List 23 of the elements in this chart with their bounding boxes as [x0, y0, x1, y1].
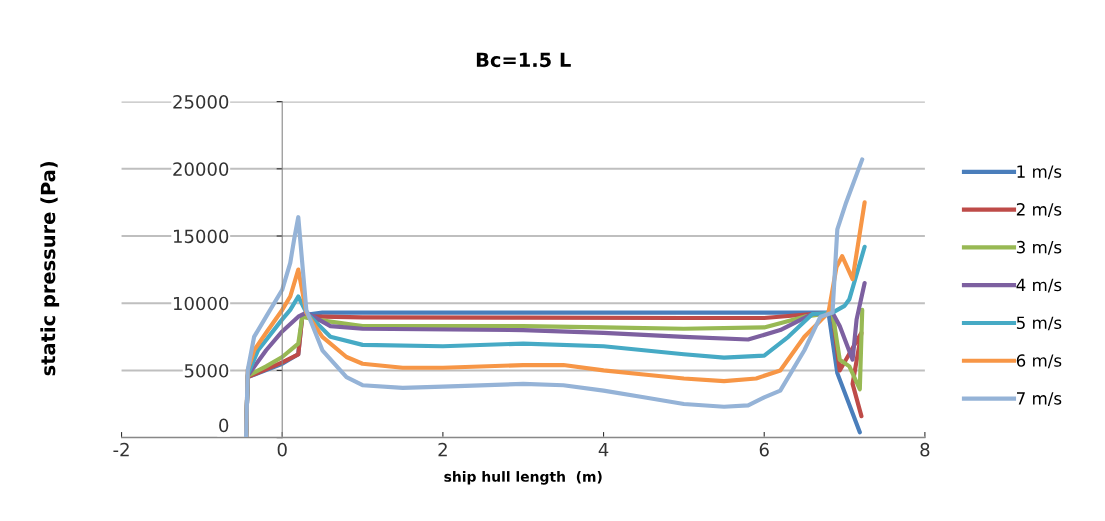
- legend-label: 7 m/s: [1017, 392, 1062, 406]
- y-tick-label: 25000: [173, 95, 229, 109]
- y-axis-title: static pressure (Pa): [40, 161, 60, 376]
- x-tick-label: 0: [277, 442, 287, 457]
- legend-label: 6 m/s: [1016, 354, 1062, 369]
- x-tick-label: 6: [759, 442, 769, 457]
- y-tick-label: 0: [219, 418, 229, 433]
- y-tick-label: 15000: [173, 229, 229, 244]
- x-tick-label: 8: [920, 442, 930, 457]
- line-series: [243, 157, 865, 438]
- y-tick-label: 10000: [173, 296, 229, 311]
- y-tick-label: 5000: [184, 363, 229, 378]
- chart-title: Bc=1.5 L: [476, 52, 571, 68]
- legend-label: 4 m/s: [1016, 278, 1062, 293]
- y-tick-label: 20000: [173, 162, 229, 176]
- legend-label: 5 m/s: [1016, 316, 1062, 331]
- x-tick-label: -2: [113, 442, 129, 457]
- x-tick-label: 4: [598, 443, 609, 457]
- legend-label: 3 m/s: [1016, 240, 1062, 255]
- legend-label: 2 m/s: [1016, 203, 1062, 217]
- x-tick-label: 2: [438, 442, 447, 457]
- x-axis-title: ship hull length (m): [444, 471, 602, 485]
- legend-label: 1 m/s: [1017, 165, 1062, 180]
